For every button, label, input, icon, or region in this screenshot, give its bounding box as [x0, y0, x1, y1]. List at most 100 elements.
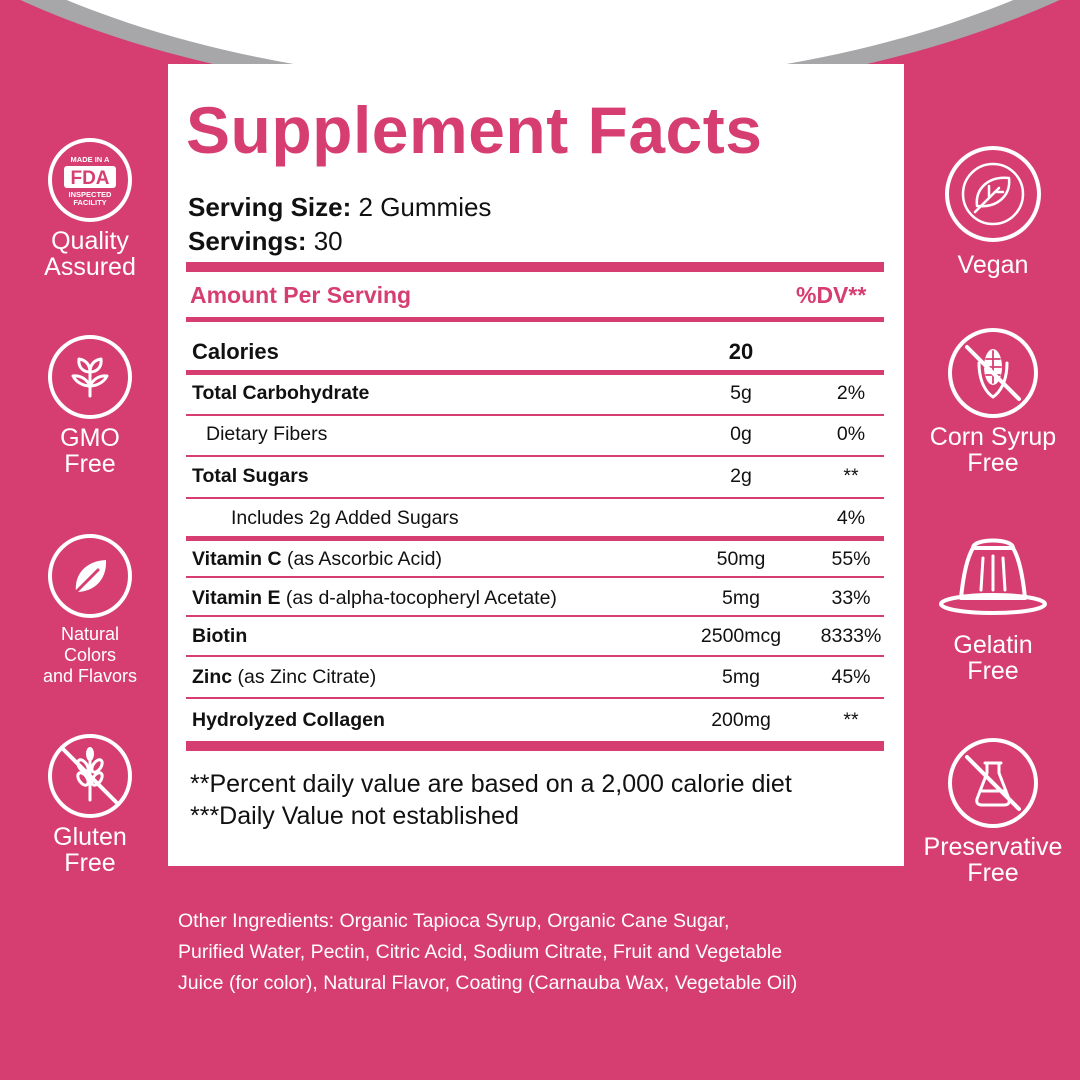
nutrient-amount: 0g — [730, 423, 752, 445]
divider — [186, 655, 884, 657]
badge-label-line: Free — [967, 657, 1019, 685]
nutrient-amount: 5mg — [722, 666, 760, 688]
badge-label-line: Free — [967, 859, 1019, 887]
nutrient-name-detail: (as Ascorbic Acid) — [281, 548, 442, 570]
badge-label-line: and Flavors — [42, 666, 138, 686]
badge-label-line: Free — [64, 450, 116, 478]
badge-label: Gluten Free — [24, 824, 156, 876]
nutrient-amount: 20 — [728, 339, 754, 364]
fda-icon-text: FDA — [70, 168, 109, 189]
badge-label-line: Colors — [63, 645, 116, 665]
gelatin-icon — [933, 528, 1053, 620]
no-corn-icon — [948, 328, 1038, 418]
badge-label-line: Assured — [44, 253, 136, 281]
other-ingredients: Other Ingredients: Organic Tapioca Syrup… — [178, 906, 918, 999]
nutrient-name-detail: (as d-alpha-tocopheryl Acetate) — [280, 587, 557, 609]
nutrient-amount: 5mg — [722, 587, 760, 609]
badge-preservative-free: Preservative Free — [912, 738, 1074, 886]
fda-icon: MADE IN A FDA INSPECTED FACILITY — [48, 138, 132, 222]
badge-label-line: Quality — [51, 227, 129, 255]
nutrient-name: Total Sugars — [192, 465, 309, 488]
nutrient-dv: 4% — [836, 507, 866, 529]
nutrient-dv: 2% — [836, 382, 866, 404]
badge-label: Quality Assured — [24, 228, 156, 280]
serving-size: Serving Size: 2 Gummies — [188, 192, 491, 223]
amount-per-serving-header: Amount Per Serving — [190, 282, 412, 308]
badge-label-line: Gelatin — [953, 631, 1033, 659]
badge-label-line: Preservative — [923, 833, 1063, 861]
badge-label-line: GMO — [60, 424, 120, 452]
divider — [186, 317, 884, 322]
badge-vegan: Vegan — [922, 146, 1064, 278]
servings-count: Servings: 30 — [188, 226, 343, 257]
servings-value: 30 — [306, 226, 343, 256]
nutrient-name: Biotin — [192, 625, 247, 648]
divider — [186, 262, 884, 272]
nutrient-amount: 5g — [730, 382, 752, 404]
page-title: Supplement Facts — [186, 93, 763, 167]
nutrient-amount: 2g — [730, 465, 752, 487]
nutrient-name: Total Carbohydrate — [192, 382, 369, 405]
badge-label-line: Free — [64, 849, 116, 877]
other-ingredients-line: Purified Water, Pectin, Citric Acid, Sod… — [178, 941, 783, 963]
badge-label-line: Vegan — [957, 251, 1029, 279]
nutrient-name-bold: Biotin — [192, 625, 248, 647]
nutrient-dv: 0% — [836, 423, 866, 445]
divider — [186, 741, 884, 751]
badge-label: Gelatin Free — [922, 632, 1064, 684]
badge-gelatin-free: Gelatin Free — [922, 528, 1064, 684]
nutrient-name-bold: Vitamin E — [192, 587, 281, 609]
vegan-leaf-icon — [945, 146, 1041, 242]
nutrient-name-detail: (as Zinc Citrate) — [232, 666, 377, 688]
badge-label: Natural Colors and Flavors — [24, 624, 156, 687]
table-row: Biotin 2500mcg 8333% — [186, 616, 884, 656]
badge-quality-assured: MADE IN A FDA INSPECTED FACILITY Quality… — [24, 138, 156, 280]
nutrient-dv: 45% — [831, 666, 871, 688]
dv-header: %DV** — [796, 282, 867, 308]
table-row: Vitamin C (as Ascorbic Acid) 50mg 55% — [186, 539, 884, 579]
serving-size-label: Serving Size: — [188, 192, 352, 222]
badge-natural-colors: Natural Colors and Flavors — [24, 534, 156, 687]
divider — [186, 536, 884, 541]
nutrient-name-bold: Zinc — [192, 666, 233, 688]
nutrient-name: Hydrolyzed Collagen — [192, 709, 385, 732]
table-row: Includes 2g Added Sugars 4% — [186, 498, 884, 538]
leaf-icon — [48, 534, 132, 618]
divider — [186, 697, 884, 699]
footnote: **Percent daily value are based on a 2,0… — [190, 770, 792, 798]
nutrient-amount: 200mg — [711, 709, 771, 731]
badge-label: Corn Syrup Free — [922, 424, 1064, 476]
divider — [186, 414, 884, 416]
fda-icon-text: INSPECTED — [69, 190, 113, 199]
supplement-facts-panel: Supplement Facts Serving Size: 2 Gummies… — [168, 64, 904, 866]
divider — [186, 370, 884, 375]
table-row: Hydrolyzed Collagen 200mg ** — [186, 700, 884, 740]
nutrient-name-bold: Total Sugars — [192, 465, 309, 487]
nutrient-amount: 2500mcg — [700, 625, 782, 647]
badge-corn-syrup-free: Corn Syrup Free — [922, 328, 1064, 476]
nutrient-name-bold: Calories — [192, 339, 279, 364]
serving-size-value: 2 Gummies — [351, 192, 492, 222]
nutrient-name-bold: Total Carbohydrate — [192, 382, 370, 404]
nutrient-name: Calories — [192, 339, 279, 365]
table-row: Zinc (as Zinc Citrate) 5mg 45% — [186, 657, 884, 697]
divider — [186, 455, 884, 457]
fda-icon-text: MADE IN A — [71, 155, 110, 164]
divider — [186, 576, 884, 578]
nutrient-name: Includes 2g Added Sugars — [231, 507, 459, 529]
nutrient-name: Zinc (as Zinc Citrate) — [192, 666, 376, 689]
nutrient-amount: 50mg — [716, 548, 766, 570]
table-row: Total Carbohydrate 5g 2% — [186, 373, 884, 413]
nutrient-name: Dietary Fibers — [206, 423, 328, 445]
nutrient-dv: 8333% — [820, 625, 882, 647]
nutrient-name-bold: Hydrolyzed Collagen — [192, 709, 385, 731]
nutrient-dv: ** — [843, 709, 859, 731]
nutrient-dv: 55% — [831, 548, 871, 570]
badge-label-line: Free — [967, 449, 1019, 477]
no-wheat-icon — [48, 734, 132, 818]
other-ingredients-line: Juice (for color), Natural Flavor, Coati… — [178, 972, 798, 994]
divider — [186, 615, 884, 617]
sprout-icon — [48, 335, 132, 419]
badge-label: Preservative Free — [912, 834, 1074, 886]
